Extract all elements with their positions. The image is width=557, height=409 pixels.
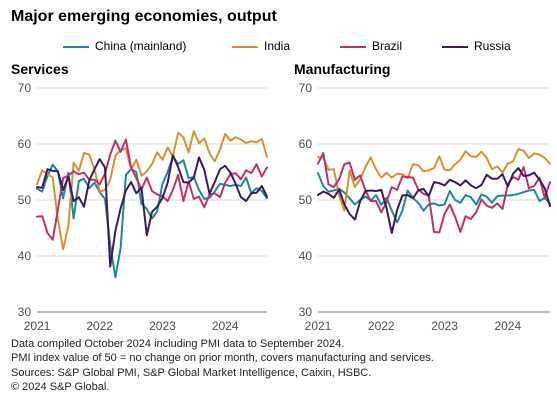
services-series-russia (36, 154, 268, 268)
chart-title: Major emerging economies, output (11, 8, 277, 25)
manufacturing-series-russia (317, 167, 551, 234)
footnote-line: Data compiled October 2024 including PMI… (11, 338, 345, 350)
services-y-tick-label: 30 (18, 305, 32, 319)
footnotes: Data compiled October 2024 including PMI… (11, 337, 434, 394)
footnote-line: Sources: S&P Global PMI, S&P Global Mark… (11, 366, 372, 379)
manufacturing-series-brazil (317, 152, 551, 234)
manufacturing-y-tick-label: 70 (299, 81, 313, 95)
services-series-china-mainland (36, 155, 268, 279)
manufacturing-series-china-mainland (317, 172, 551, 224)
manufacturing-y-tick-label: 40 (299, 249, 313, 263)
services-x-tick-label: 2022 (86, 319, 113, 330)
footnote-line: PMI index value of 50 = no change on pri… (11, 352, 434, 365)
services-y-tick-label: 70 (18, 81, 32, 95)
manufacturing-x-tick-label: 2024 (494, 319, 521, 330)
manufacturing-x-tick-label: 2022 (368, 319, 395, 330)
services-x-tick-label: 2023 (149, 319, 176, 330)
services-series-india (36, 130, 268, 251)
manufacturing-y-tick-label: 50 (299, 193, 313, 207)
services-x-tick-label: 2021 (24, 319, 51, 330)
footnote-line: © 2024 S&P Global. (11, 380, 110, 393)
services-x-tick-label: 2024 (212, 319, 239, 330)
services-y-tick-label: 50 (18, 193, 32, 207)
manufacturing-x-tick-label: 2023 (431, 319, 458, 330)
panel-title-services: Services (11, 61, 69, 77)
manufacturing-x-tick-label: 2021 (305, 319, 332, 330)
services-y-tick-label: 60 (18, 137, 32, 151)
manufacturing-series-india (317, 148, 551, 212)
manufacturing-y-tick-label: 60 (299, 137, 313, 151)
panel-title-manufacturing: Manufacturing (294, 61, 391, 77)
manufacturing-y-tick-label: 30 (299, 305, 313, 319)
charts-canvas: 30 40 50 60 70 2021 2022 2023 2024 30 40 50 60 70 2021… (18, 81, 551, 330)
services-y-tick-label: 40 (18, 249, 32, 263)
services-series-brazil (36, 138, 268, 241)
